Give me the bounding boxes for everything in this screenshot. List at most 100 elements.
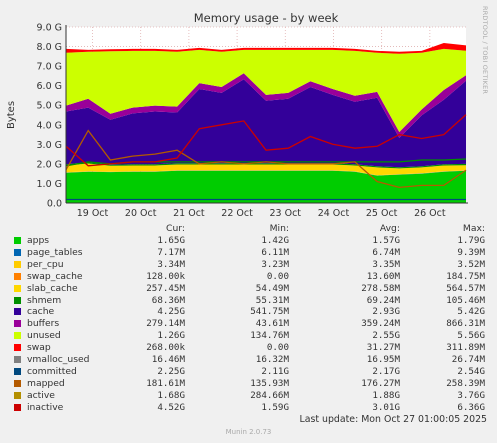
legend-swatch: [14, 344, 21, 352]
x-tick-label: 19 Oct: [77, 208, 109, 219]
legend-cur-value: 257.45M: [146, 282, 185, 294]
munin-version: Munin 2.0.73: [225, 428, 272, 436]
legend-row-swap: swap 268.00k 0.00 31.27M 311.89M: [0, 342, 497, 354]
line-active: [65, 129, 467, 189]
y-tick-label: 1.0 G: [37, 179, 63, 190]
legend-row-buffers: buffers 279.14M 43.61M 359.24M 866.31M: [0, 318, 497, 330]
x-tick-label: 20 Oct: [125, 208, 157, 219]
legend-avg-value: 3.01G: [372, 401, 400, 413]
legend-name: swap_cache: [27, 270, 83, 282]
overlay-lines: [65, 114, 467, 201]
legend-cur-value: 68.36M: [151, 294, 185, 306]
legend-name: buffers: [27, 318, 60, 330]
legend-row-apps: apps 1.65G 1.42G 1.57G 1.79G: [0, 235, 497, 247]
legend-swatch: [14, 403, 21, 411]
legend-min-value: 16.32M: [255, 354, 289, 365]
legend-min-value: 6.11M: [261, 246, 289, 258]
legend-cur-value: 16.46M: [151, 354, 185, 365]
legend-max-value: 184.75M: [446, 270, 485, 282]
legend-min-value: 134.76M: [250, 330, 289, 342]
legend-cur-value: 2.25G: [157, 365, 185, 377]
header-cur: Cur:: [166, 223, 185, 234]
legend-cur-value: 1.68G: [157, 389, 185, 401]
legend-max-value: 3.76G: [457, 389, 485, 401]
legend-swatch: [14, 367, 21, 375]
x-tick-label: 25 Oct: [366, 208, 398, 219]
legend-name: mapped: [27, 377, 65, 389]
legend-avg-value: 2.17G: [372, 365, 400, 377]
legend-swatch: [14, 356, 21, 363]
legend-min-value: 2.11G: [261, 365, 289, 377]
y-tick-label: 3.0 G: [37, 140, 63, 151]
y-tick-label: 5.0 G: [37, 101, 63, 112]
area-unused: [66, 48, 466, 132]
legend-avg-value: 6.74M: [372, 246, 400, 258]
legend-avg-value: 278.58M: [361, 282, 400, 294]
legend-avg-value: 31.27M: [366, 342, 400, 354]
legend-swatch: [14, 332, 21, 340]
legend-max-value: 866.31M: [446, 318, 485, 330]
legend-avg-value: 16.95M: [366, 354, 400, 365]
legend-cur-value: 4.25G: [157, 306, 185, 318]
y-tick-label: 0.0: [47, 199, 62, 210]
legend-avg-value: 3.35M: [372, 258, 400, 270]
legend-max-value: 5.56G: [457, 330, 485, 342]
x-tick-label: 21 Oct: [173, 208, 205, 219]
x-tick-label: 24 Oct: [318, 208, 350, 219]
legend-row-cache: cache 4.25G 541.75M 2.93G 5.42G: [0, 306, 497, 318]
legend-swatch: [14, 248, 21, 256]
legend-max-value: 3.52M: [457, 258, 485, 270]
legend-row-committed: committed 2.25G 2.11G 2.17G 2.54G: [0, 366, 497, 378]
legend-avg-value: 1.57G: [372, 235, 400, 246]
legend-name: unused: [27, 330, 61, 342]
legend-swatch: [14, 391, 21, 399]
legend-name: vmalloc_used: [27, 354, 90, 365]
y-tick-label: 4.0 G: [37, 120, 63, 131]
legend-swatch: [14, 260, 21, 268]
y-tick-label: 7.0 G: [37, 62, 63, 73]
legend-max-value: 1.79G: [457, 235, 485, 246]
legend-max-value: 6.36G: [457, 401, 485, 413]
legend-max-value: 5.42G: [457, 306, 485, 318]
legend-cur-value: 1.65G: [157, 235, 185, 246]
legend-swatch: [14, 379, 21, 387]
legend-row-page-tables: page_tables 7.17M 6.11M 6.74M 9.39M: [0, 247, 497, 259]
legend-name: page_tables: [27, 246, 83, 258]
legend-avg-value: 2.93G: [372, 306, 400, 318]
legend-row-active: active 1.68G 284.66M 1.88G 3.76G: [0, 390, 497, 402]
legend-max-value: 26.74M: [451, 354, 485, 365]
legend-name: swap: [27, 342, 51, 354]
legend-avg-value: 13.60M: [366, 270, 400, 282]
legend-header: Cur: Min: Avg: Max:: [0, 223, 497, 235]
legend-row-slab-cache: slab_cache 257.45M 54.49M 278.58M 564.57M: [0, 283, 497, 295]
chart-title: Memory usage - by week: [194, 11, 339, 25]
header-avg: Avg:: [379, 223, 400, 234]
legend-min-value: 1.42G: [261, 235, 289, 246]
legend-row-shmem: shmem 68.36M 55.31M 69.24M 105.46M: [0, 295, 497, 307]
header-min: Min:: [269, 223, 289, 234]
x-tick-label: 22 Oct: [221, 208, 253, 219]
legend-avg-value: 2.55G: [372, 330, 400, 342]
legend-min-value: 284.66M: [250, 389, 289, 401]
legend-avg-value: 69.24M: [366, 294, 400, 306]
legend-name: slab_cache: [27, 282, 78, 294]
legend-min-value: 0.00: [266, 270, 289, 282]
axis-ticks: 0.0 1.0 G 2.0 G 3.0 G 4.0 G 5.0 G 6.0 G 7.0 G 8.…: [37, 23, 446, 220]
memory-usage-chart: Memory usage - by week Bytes 0.0 1.0 G 2.0…: [6, 11, 468, 220]
legend-row-inactive: inactive 4.52G 1.59G 3.01G 6.36G: [0, 402, 497, 414]
legend-avg-value: 1.88G: [372, 389, 400, 401]
legend-min-value: 541.75M: [250, 306, 289, 318]
y-tick-label: 8.0 G: [37, 42, 63, 53]
legend-max-value: 105.46M: [446, 294, 485, 306]
legend-row-mapped: mapped 181.61M 135.93M 176.27M 258.39M: [0, 378, 497, 390]
legend-avg-value: 176.27M: [361, 377, 400, 389]
x-tick-label: 26 Oct: [414, 208, 446, 219]
legend-cur-value: 3.34M: [157, 258, 185, 270]
legend-swatch: [14, 320, 21, 328]
x-tick-label: 23 Oct: [270, 208, 302, 219]
legend-max-value: 311.89M: [446, 342, 485, 354]
legend-avg-value: 359.24M: [361, 318, 400, 330]
legend-row-unused: unused 1.26G 134.76M 2.55G 5.56G: [0, 330, 497, 342]
legend-max-value: 9.39M: [457, 246, 485, 258]
rrdtool-credit: RRDTOOL / TOBI OETIKER: [481, 6, 489, 95]
